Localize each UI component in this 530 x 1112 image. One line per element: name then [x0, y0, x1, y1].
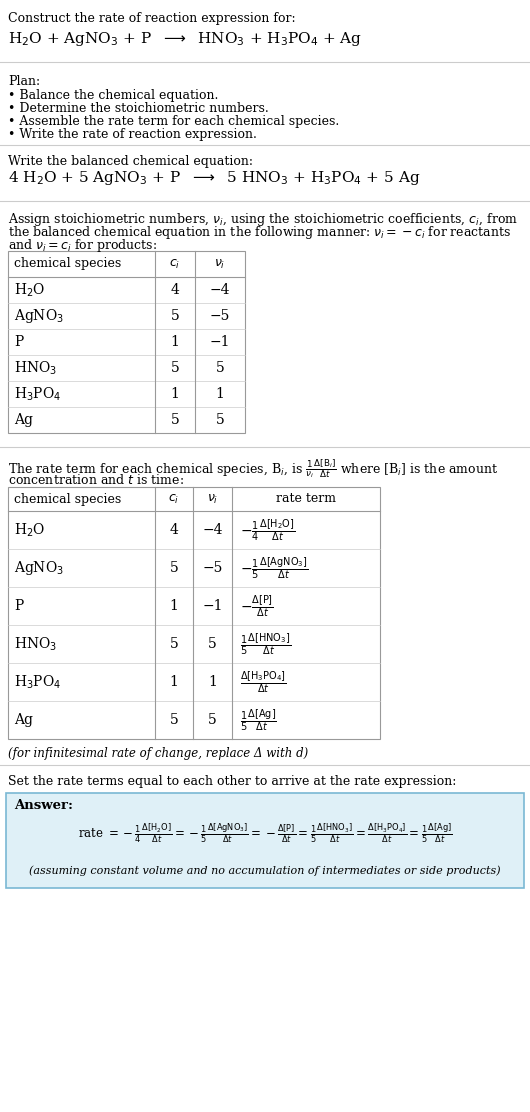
Text: Construct the rate of reaction expression for:: Construct the rate of reaction expressio… [8, 12, 296, 24]
Bar [6, 793, 524, 888]
Text: • Balance the chemical equation.: • Balance the chemical equation. [8, 89, 218, 102]
Text: Plan:: Plan: [8, 75, 40, 88]
Text: 5: 5 [208, 713, 217, 727]
Text: 1: 1 [216, 387, 224, 401]
Text: • Write the rate of reaction expression.: • Write the rate of reaction expression. [8, 128, 257, 141]
Text: $-\frac{1}{5}\frac{\Delta[\mathrm{AgNO_3}]}{\Delta t}$: $-\frac{1}{5}\frac{\Delta[\mathrm{AgNO_3… [240, 555, 308, 580]
Text: (for infinitesimal rate of change, replace Δ with d): (for infinitesimal rate of change, repla… [8, 747, 308, 759]
Text: −1: −1 [202, 599, 223, 613]
Text: AgNO$_3$: AgNO$_3$ [14, 307, 64, 325]
Text: • Determine the stoichiometric numbers.: • Determine the stoichiometric numbers. [8, 102, 269, 115]
Text: 5: 5 [171, 309, 179, 322]
Text: Write the balanced chemical equation:: Write the balanced chemical equation: [8, 155, 253, 168]
Text: rate term: rate term [276, 493, 336, 506]
Text: 5: 5 [170, 637, 179, 651]
Text: 5: 5 [171, 361, 179, 375]
Text: Ag: Ag [14, 713, 33, 727]
Text: the balanced chemical equation in the following manner: $\nu_i = -c_i$ for react: the balanced chemical equation in the fo… [8, 224, 511, 241]
Text: H$_2$O + AgNO$_3$ + P  $\longrightarrow$  HNO$_3$ + H$_3$PO$_4$ + Ag: H$_2$O + AgNO$_3$ + P $\longrightarrow$ … [8, 30, 363, 48]
Text: 5: 5 [208, 637, 217, 651]
Bar [8, 487, 380, 739]
Text: 5: 5 [216, 361, 224, 375]
Text: $\nu_i$: $\nu_i$ [214, 258, 226, 270]
Text: $\nu_i$: $\nu_i$ [207, 493, 218, 506]
Text: −5: −5 [210, 309, 230, 322]
Text: 1: 1 [170, 675, 179, 689]
Text: Assign stoichiometric numbers, $\nu_i$, using the stoichiometric coefficients, $: Assign stoichiometric numbers, $\nu_i$, … [8, 211, 518, 228]
Text: and $\nu_i = c_i$ for products:: and $\nu_i = c_i$ for products: [8, 237, 157, 254]
Text: $c_i$: $c_i$ [170, 258, 181, 270]
Text: H$_3$PO$_4$: H$_3$PO$_4$ [14, 385, 61, 403]
Text: $\frac{1}{5}\frac{\Delta[\mathrm{HNO_3}]}{\Delta t}$: $\frac{1}{5}\frac{\Delta[\mathrm{HNO_3}]… [240, 632, 291, 657]
Text: −5: −5 [202, 560, 223, 575]
Text: Set the rate terms equal to each other to arrive at the rate expression:: Set the rate terms equal to each other t… [8, 775, 456, 788]
Text: −4: −4 [202, 523, 223, 537]
Bar [8, 251, 245, 433]
Text: 5: 5 [170, 713, 179, 727]
Text: HNO$_3$: HNO$_3$ [14, 359, 57, 377]
Text: chemical species: chemical species [14, 493, 121, 506]
Text: Ag: Ag [14, 413, 33, 427]
Text: 4: 4 [170, 523, 179, 537]
Text: HNO$_3$: HNO$_3$ [14, 635, 57, 653]
Text: $c_i$: $c_i$ [169, 493, 180, 506]
Text: 5: 5 [170, 560, 179, 575]
Text: rate $= -\frac{1}{4}\frac{\Delta[\mathrm{H_2O}]}{\Delta t} = -\frac{1}{5}\frac{\: rate $= -\frac{1}{4}\frac{\Delta[\mathrm… [78, 822, 452, 844]
Text: concentration and $t$ is time:: concentration and $t$ is time: [8, 473, 184, 487]
Text: −1: −1 [210, 335, 230, 349]
Text: H$_2$O: H$_2$O [14, 281, 46, 299]
Text: H$_2$O: H$_2$O [14, 522, 46, 538]
Text: Answer:: Answer: [14, 800, 73, 812]
Text: H$_3$PO$_4$: H$_3$PO$_4$ [14, 673, 61, 691]
Text: $-\frac{1}{4}\frac{\Delta[\mathrm{H_2O}]}{\Delta t}$: $-\frac{1}{4}\frac{\Delta[\mathrm{H_2O}]… [240, 517, 295, 543]
Text: (assuming constant volume and no accumulation of intermediates or side products): (assuming constant volume and no accumul… [29, 866, 501, 876]
Text: $\frac{\Delta[\mathrm{H_3PO_4}]}{\Delta t}$: $\frac{\Delta[\mathrm{H_3PO_4}]}{\Delta … [240, 669, 286, 695]
Text: 4 H$_2$O + 5 AgNO$_3$ + P  $\longrightarrow$  5 HNO$_3$ + H$_3$PO$_4$ + 5 Ag: 4 H$_2$O + 5 AgNO$_3$ + P $\longrightarr… [8, 169, 420, 187]
Text: 1: 1 [208, 675, 217, 689]
Text: 1: 1 [171, 335, 180, 349]
Text: chemical species: chemical species [14, 258, 121, 270]
Text: 1: 1 [171, 387, 180, 401]
Text: −4: −4 [210, 282, 230, 297]
Text: 4: 4 [171, 282, 180, 297]
Text: 5: 5 [171, 413, 179, 427]
Text: AgNO$_3$: AgNO$_3$ [14, 559, 64, 577]
Text: 1: 1 [170, 599, 179, 613]
Text: • Assemble the rate term for each chemical species.: • Assemble the rate term for each chemic… [8, 115, 339, 128]
Text: P: P [14, 599, 23, 613]
Text: The rate term for each chemical species, B$_i$, is $\frac{1}{\nu_i}\frac{\Delta[: The rate term for each chemical species,… [8, 457, 498, 479]
Text: 5: 5 [216, 413, 224, 427]
Text: P: P [14, 335, 23, 349]
Text: $-\frac{\Delta[\mathrm{P}]}{\Delta t}$: $-\frac{\Delta[\mathrm{P}]}{\Delta t}$ [240, 593, 273, 619]
Text: $\frac{1}{5}\frac{\Delta[\mathrm{Ag}]}{\Delta t}$: $\frac{1}{5}\frac{\Delta[\mathrm{Ag}]}{\… [240, 707, 277, 733]
